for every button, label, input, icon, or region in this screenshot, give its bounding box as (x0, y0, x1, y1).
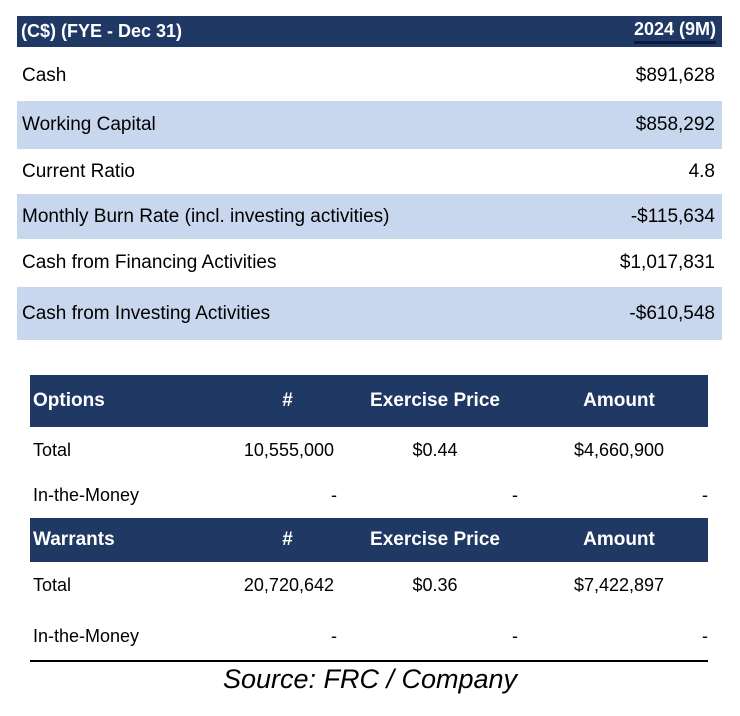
options-price: $0.44 (412, 439, 458, 460)
row-value: 4.8 (688, 160, 715, 182)
warrants-amount: $7,422,897 (573, 574, 665, 595)
liquidity-table: (C$) (FYE - Dec 31) 2024 (9M) Cash $891,… (17, 16, 722, 340)
options-header: Options # Exercise Price Amount (30, 375, 708, 427)
row-label: In-the-Money (33, 625, 140, 646)
row-value: $858,292 (635, 114, 715, 135)
warrants-total-row: Total 20,720,642 $0.36 $7,422,897 (30, 562, 708, 608)
row-label: Total (33, 574, 72, 595)
price-header: Exercise Price (370, 390, 500, 411)
amount-header: Amount (583, 390, 655, 411)
row-label: Total (33, 439, 72, 460)
source-note: Source: FRC / Company (222, 664, 518, 694)
options-title: Options (33, 390, 105, 411)
liquidity-header: (C$) (FYE - Dec 31) 2024 (9M) (17, 16, 722, 50)
row-label: Current Ratio (22, 160, 135, 182)
row-label: Cash (22, 64, 67, 86)
warrants-itm-count: - (331, 625, 337, 646)
price-header: Exercise Price (370, 529, 500, 550)
row-label: Cash from Investing Activities (22, 302, 271, 324)
options-count: 10,555,000 (243, 439, 334, 460)
row-working-capital: Working Capital $858,292 (17, 101, 722, 149)
count-header: # (282, 390, 293, 411)
options-itm-count: - (331, 485, 337, 505)
warrants-title: Warrants (33, 529, 115, 550)
row-cash: Cash $891,628 (17, 50, 722, 101)
row-label: In-the-Money (33, 485, 140, 505)
row-label: Working Capital (22, 114, 156, 135)
row-value: $891,628 (635, 64, 715, 86)
row-current-ratio: Current Ratio 4.8 (17, 149, 722, 194)
row-label: Monthly Burn Rate (incl. investing activ… (22, 205, 390, 227)
warrants-price: $0.36 (412, 574, 458, 595)
options-itm-amount: - (702, 485, 708, 505)
row-label: Cash from Financing Activities (22, 252, 277, 273)
options-itm-price: - (512, 485, 518, 505)
options-warrants-table: Options # Exercise Price Amount Total 10… (30, 375, 708, 664)
row-financing: Cash from Financing Activities $1,017,83… (17, 239, 722, 287)
count-header: # (282, 529, 293, 550)
row-value: $1,017,831 (619, 252, 715, 273)
header-year: 2024 (9M) (633, 19, 716, 44)
warrants-itm-amount: - (702, 625, 708, 646)
options-total-row: Total 10,555,000 $0.44 $4,660,900 (30, 427, 708, 473)
warrants-itm-row: In-the-Money - - - (30, 608, 708, 664)
row-burn-rate: Monthly Burn Rate (incl. investing activ… (17, 194, 722, 239)
source-divider (30, 660, 708, 662)
header-period-label: (C$) (FYE - Dec 31) (21, 21, 183, 41)
warrants-itm-price: - (512, 625, 518, 646)
row-value: -$610,548 (629, 302, 715, 324)
row-investing: Cash from Investing Activities -$610,548 (17, 287, 722, 340)
amount-header: Amount (583, 529, 655, 550)
options-amount: $4,660,900 (573, 439, 665, 460)
warrants-count: 20,720,642 (243, 574, 334, 595)
options-itm-row: In-the-Money - - - (30, 473, 708, 518)
row-value: -$115,634 (630, 205, 715, 227)
warrants-header: Warrants # Exercise Price Amount (30, 518, 708, 562)
